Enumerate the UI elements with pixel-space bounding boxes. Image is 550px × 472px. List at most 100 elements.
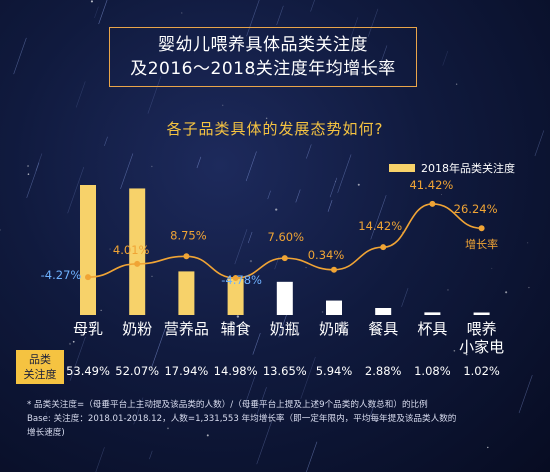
star-dot	[253, 73, 256, 75]
star-dot	[447, 289, 449, 291]
growth-point-杯具	[429, 200, 436, 207]
growth-point-餐具	[380, 244, 387, 251]
bar-杯具	[424, 312, 441, 315]
attention-value-辅食: 14.98%	[213, 364, 258, 378]
star-streak	[104, 136, 108, 147]
star-dot	[265, 117, 268, 120]
star-dot	[491, 267, 493, 269]
star-dot	[321, 311, 324, 313]
star-streak	[370, 195, 387, 240]
star-dot	[72, 340, 75, 343]
star-streak	[133, 397, 144, 425]
growth-point-奶粉	[134, 260, 141, 267]
growth-point-营养品	[183, 253, 190, 260]
star-dot	[275, 208, 278, 211]
star-dot	[361, 71, 364, 74]
legend-label-bar: 2018年品类关注度	[421, 162, 515, 175]
star-dot	[487, 161, 490, 164]
star-streak	[306, 441, 318, 472]
star-dot	[527, 242, 529, 244]
growth-label-母乳: -4.27%	[41, 268, 82, 282]
star-streak	[534, 130, 545, 157]
star-dot	[305, 267, 307, 269]
star-dot	[27, 173, 30, 175]
star-streak	[42, 411, 48, 424]
star-streak	[329, 177, 338, 198]
growth-point-奶瓶	[281, 255, 288, 262]
star-streak	[246, 0, 260, 37]
growth-point-辅食	[232, 274, 239, 281]
star-dot	[340, 46, 342, 48]
star-dot	[167, 427, 169, 430]
star-dot	[249, 260, 253, 263]
star-streak	[255, 387, 267, 419]
growth-label-奶瓶: 7.60%	[268, 230, 305, 244]
star-dot	[487, 446, 489, 449]
star-streak	[95, 447, 105, 472]
star-streak	[247, 231, 253, 244]
star-streak	[518, 374, 533, 414]
bar-辅食	[227, 278, 244, 315]
category-label-奶粉: 奶粉	[122, 320, 152, 338]
star-dot	[465, 353, 468, 356]
star-streak	[327, 200, 333, 212]
category-label-营养品: 营养品	[164, 320, 209, 338]
attention-value-奶粉: 52.07%	[115, 364, 160, 378]
star-streak	[306, 144, 312, 159]
growth-series-label: 增长率	[465, 237, 498, 251]
star-dot	[151, 275, 153, 277]
star-streak	[245, 376, 256, 403]
growth-label-辅食: -4.78%	[221, 273, 262, 287]
footnote-line-3: 增长速度)	[27, 428, 65, 438]
growth-label-杯具: 41.42%	[409, 178, 453, 192]
attention-value-母乳: 53.49%	[66, 364, 110, 378]
star-dot	[68, 342, 72, 345]
star-streak	[35, 153, 43, 171]
star-dot	[505, 291, 508, 294]
bar-母乳	[80, 185, 96, 315]
growth-label-喂养小家电: 26.24%	[454, 202, 498, 216]
star-dot	[236, 315, 240, 318]
bar-营养品	[178, 271, 195, 315]
star-dot	[528, 286, 530, 289]
star-streak	[149, 450, 153, 460]
star-streak	[67, 166, 85, 214]
star-dot	[455, 83, 458, 85]
star-dot	[0, 229, 1, 231]
category-label-母乳: 母乳	[73, 320, 103, 338]
star-dot	[453, 349, 456, 352]
legend-swatch-bar	[389, 164, 415, 172]
chart-title-line-1: 婴幼儿喂养具体品类关注度	[158, 35, 368, 55]
star-streak	[349, 17, 359, 42]
category-label-喂养小家电: 小家电	[459, 338, 504, 356]
star-dot	[357, 183, 360, 186]
legend: 2018年品类关注度	[389, 160, 515, 176]
attention-row-label-line-2: 关注度	[23, 368, 57, 381]
star-dot	[27, 165, 29, 167]
bar-餐具	[375, 308, 392, 315]
chart-title-line-2: 及2016～2018关注度年均增长率	[130, 59, 396, 79]
star-dot	[90, 0, 94, 3]
growth-label-营养品: 8.75%	[170, 228, 207, 242]
growth-point-喂养小家电	[478, 225, 485, 232]
bar-奶瓶	[276, 281, 293, 315]
attention-row-label: 品类 关注度	[16, 350, 64, 384]
star-streak	[98, 0, 108, 25]
star-streak	[401, 287, 409, 307]
growth-label-奶粉: 4.01%	[113, 243, 150, 257]
star-streak	[69, 336, 86, 381]
category-label-杯具: 杯具	[417, 320, 447, 338]
category-label-奶嘴: 奶嘴	[319, 320, 349, 338]
star-streak	[196, 156, 202, 169]
star-streak	[310, 0, 315, 12]
bar-喂养小家电	[473, 312, 490, 315]
star-streak	[376, 45, 388, 76]
star-dot	[206, 434, 209, 437]
star-streak	[120, 153, 134, 190]
star-streak	[367, 8, 379, 37]
category-label-餐具: 餐具	[368, 320, 398, 338]
star-streak	[147, 75, 162, 114]
attention-value-营养品: 17.94%	[164, 364, 209, 378]
